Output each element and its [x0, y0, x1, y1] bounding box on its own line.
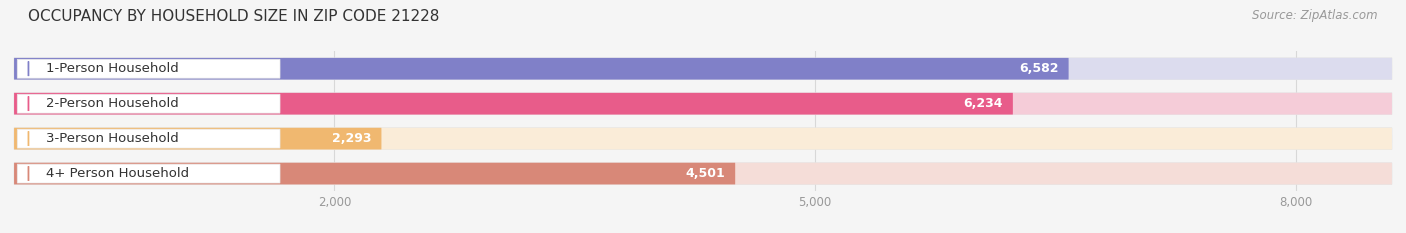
Text: Source: ZipAtlas.com: Source: ZipAtlas.com — [1253, 9, 1378, 22]
FancyBboxPatch shape — [283, 93, 1392, 115]
Text: 3-Person Household: 3-Person Household — [46, 132, 179, 145]
FancyBboxPatch shape — [14, 163, 735, 185]
FancyBboxPatch shape — [283, 58, 1392, 80]
Text: OCCUPANCY BY HOUSEHOLD SIZE IN ZIP CODE 21228: OCCUPANCY BY HOUSEHOLD SIZE IN ZIP CODE … — [28, 9, 440, 24]
Text: 6,234: 6,234 — [963, 97, 1004, 110]
FancyBboxPatch shape — [283, 163, 1392, 185]
FancyBboxPatch shape — [14, 58, 1392, 80]
FancyBboxPatch shape — [14, 128, 381, 150]
FancyBboxPatch shape — [283, 128, 1392, 150]
FancyBboxPatch shape — [17, 59, 280, 78]
FancyBboxPatch shape — [14, 128, 1392, 150]
FancyBboxPatch shape — [17, 129, 280, 148]
FancyBboxPatch shape — [14, 93, 1392, 115]
FancyBboxPatch shape — [14, 93, 1012, 115]
FancyBboxPatch shape — [14, 58, 1069, 80]
Text: 4,501: 4,501 — [686, 167, 725, 180]
FancyBboxPatch shape — [17, 94, 280, 113]
FancyBboxPatch shape — [14, 163, 1392, 185]
Text: 4+ Person Household: 4+ Person Household — [46, 167, 190, 180]
Text: 2-Person Household: 2-Person Household — [46, 97, 179, 110]
FancyBboxPatch shape — [17, 164, 280, 183]
Text: 6,582: 6,582 — [1019, 62, 1059, 75]
Text: 1-Person Household: 1-Person Household — [46, 62, 179, 75]
Text: 2,293: 2,293 — [332, 132, 371, 145]
